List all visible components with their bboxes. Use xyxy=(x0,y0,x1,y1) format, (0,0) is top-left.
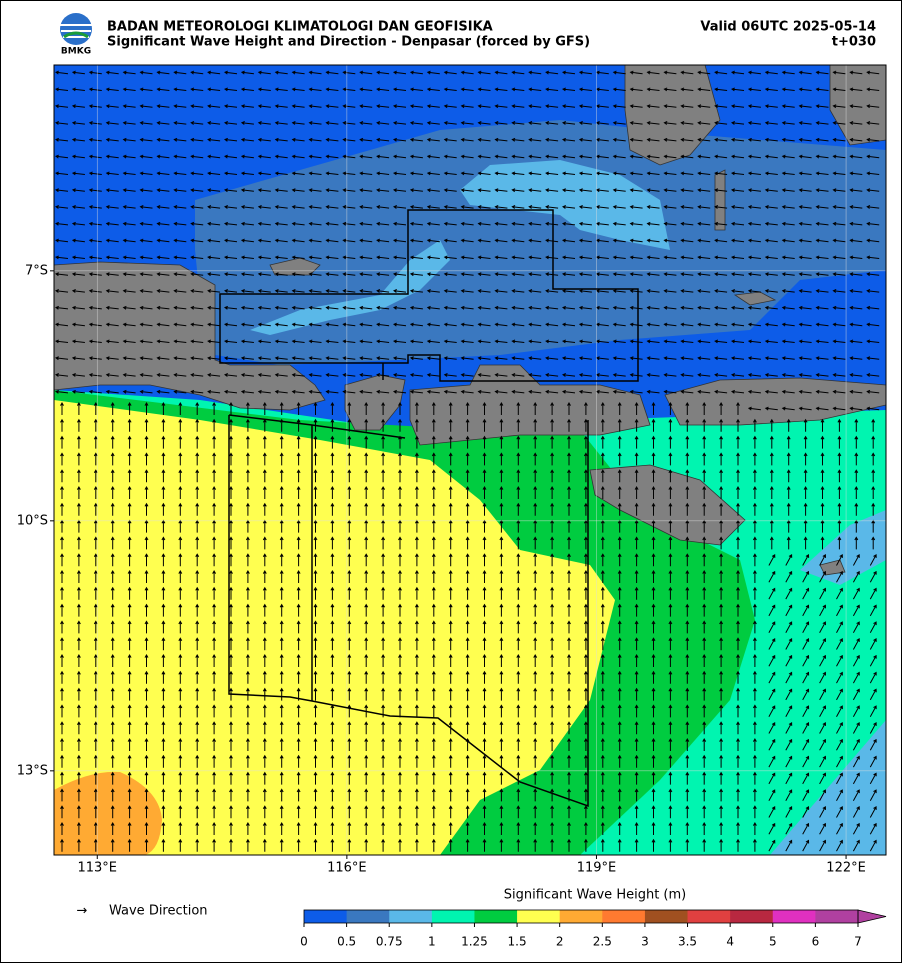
lon-tick-label: 113°E xyxy=(77,861,117,876)
colorbar-label: 0 xyxy=(300,935,308,949)
sea-light xyxy=(460,160,670,250)
colorbar-label: 7 xyxy=(854,935,862,949)
colorbar-segment xyxy=(559,910,603,923)
colorbar-segment xyxy=(346,910,390,923)
colorbar-label: 0.75 xyxy=(376,935,403,949)
org-name: BADAN METEOROLOGI KLIMATOLOGI DAN GEOFIS… xyxy=(107,20,493,35)
lead-time: t+030 xyxy=(832,35,876,50)
colorbar-segment xyxy=(815,910,859,923)
colorbar-segment xyxy=(644,910,689,923)
colorbar-label: 2 xyxy=(556,935,564,949)
map-area xyxy=(54,65,886,855)
lon-tick-label: 119°E xyxy=(577,861,617,876)
sea-light xyxy=(770,720,886,855)
colorbar-label: 4 xyxy=(726,935,734,949)
colorbar-segment xyxy=(730,910,774,923)
colorbar-segment xyxy=(687,910,731,923)
wave-arrows xyxy=(55,70,880,852)
legend-symbol: → xyxy=(77,904,88,919)
colorbar-label: 6 xyxy=(812,935,820,949)
colorbar-segment xyxy=(517,910,561,923)
lat-tick-label: 10°S xyxy=(17,513,48,528)
colorbar-label: 1 xyxy=(428,935,436,949)
legend-label: Wave Direction xyxy=(109,904,208,919)
colorbar-segment xyxy=(474,910,518,923)
colorbar-label: 3.5 xyxy=(678,935,697,949)
lat-tick-label: 13°S xyxy=(17,763,48,778)
sea-orange xyxy=(54,771,162,855)
colorbar-segment xyxy=(389,910,433,923)
lon-tick-label: 122°E xyxy=(826,861,866,876)
colorbar-label: 1.5 xyxy=(508,935,527,949)
colorbar-label: 3 xyxy=(641,935,649,949)
colorbar-label: 0.5 xyxy=(337,935,356,949)
colorbar-segment xyxy=(304,910,348,923)
domain-boundary xyxy=(219,209,639,808)
colorbar-segment xyxy=(602,910,646,923)
logo: BMKG xyxy=(60,13,92,57)
colorbar-label: 1.25 xyxy=(461,935,488,949)
sea-light xyxy=(250,240,450,335)
colorbar-segment xyxy=(772,910,816,923)
logo-text: BMKG xyxy=(61,47,91,57)
lon-tick-label: 116°E xyxy=(327,861,367,876)
colorbar-title: Significant Wave Height (m) xyxy=(504,888,686,903)
map-frame xyxy=(53,64,887,856)
map-title: Significant Wave Height and Direction - … xyxy=(107,35,590,50)
valid-time: Valid 06UTC 2025-05-14 xyxy=(700,20,876,35)
colorbar-frame xyxy=(303,909,859,924)
colorbar-label: 2.5 xyxy=(593,935,612,949)
lat-tick-label: 7°S xyxy=(25,263,48,278)
sea-yellow xyxy=(54,400,615,855)
colorbar-segment xyxy=(431,910,475,923)
colorbar-label: 5 xyxy=(769,935,777,949)
